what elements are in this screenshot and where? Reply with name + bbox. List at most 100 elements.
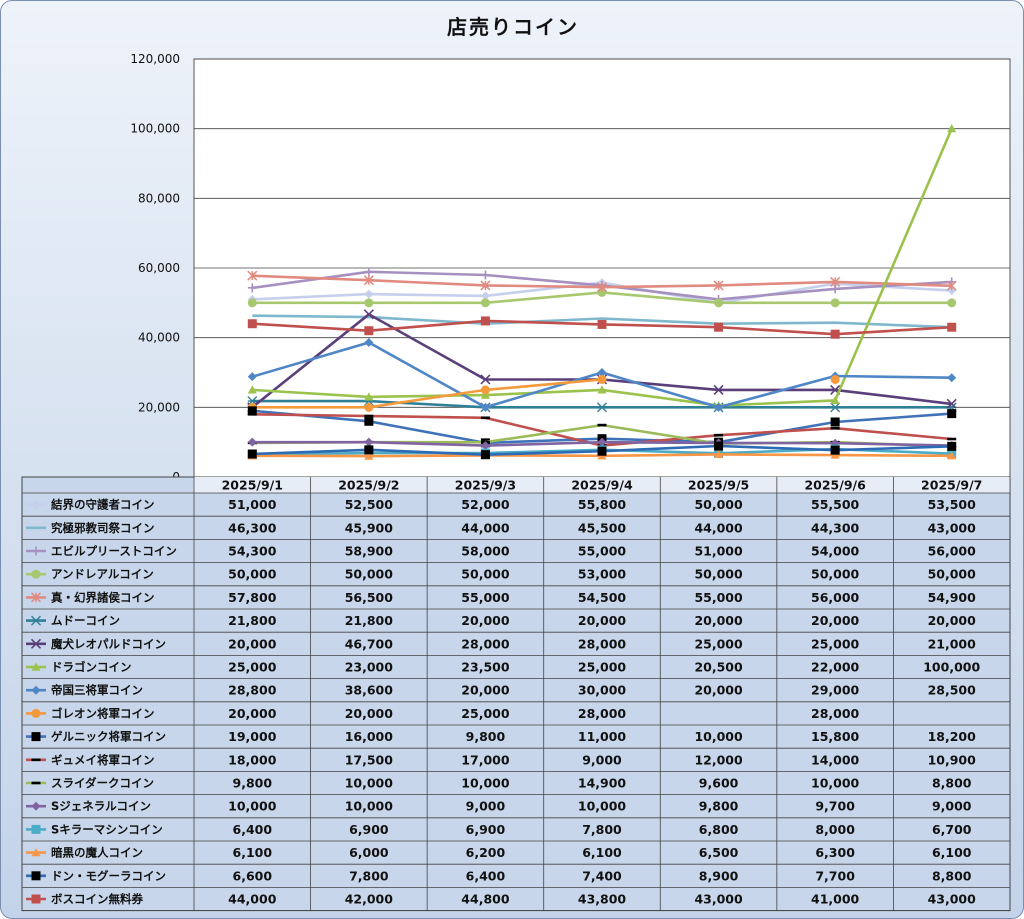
- series-name: 結界の守護者コイン: [51, 498, 155, 512]
- data-label: 56,000: [928, 544, 977, 559]
- data-label: 55,500: [811, 497, 860, 512]
- data-point: [830, 374, 840, 384]
- series-lines: [247, 124, 957, 460]
- data-point: [31, 500, 41, 510]
- data-label: 7,800: [349, 868, 389, 883]
- table-row: 結界の守護者コイン 51,000 52,500 52,000 55,800 50,000 5…: [26, 497, 976, 512]
- x-category-label: 2025/9/7: [921, 478, 982, 493]
- x-category-label: 2025/9/3: [455, 478, 516, 493]
- data-point: [830, 276, 841, 287]
- data-label: 20,000: [228, 636, 277, 651]
- data-point: [31, 546, 41, 556]
- data-label: 10,000: [694, 729, 743, 744]
- data-point: [480, 416, 490, 420]
- data-label: 51,000: [228, 497, 277, 512]
- data-label: 22,000: [811, 660, 860, 675]
- data-label: 42,000: [345, 892, 394, 907]
- data-label: 20,000: [345, 706, 394, 721]
- data-label: 28,000: [578, 636, 627, 651]
- data-label: 25,000: [578, 660, 627, 675]
- data-label: 23,000: [345, 660, 394, 675]
- data-label: 28,000: [461, 636, 510, 651]
- data-point: [31, 801, 41, 811]
- y-tick-label: 20,000: [138, 400, 180, 414]
- data-label: 54,500: [578, 590, 627, 605]
- data-point: [597, 374, 607, 384]
- data-point: [364, 326, 374, 336]
- x-category-label: 2025/9/1: [222, 478, 283, 493]
- data-label: 28,000: [578, 706, 627, 721]
- table-row: アンドレアルコイン 50,000 50,000 50,000 53,000 50,000 5…: [26, 567, 976, 582]
- data-point: [247, 298, 257, 308]
- data-label: 50,000: [345, 567, 394, 582]
- data-label: 6,800: [699, 822, 739, 837]
- data-point: [480, 316, 490, 326]
- data-point: [714, 441, 724, 451]
- data-label: 57,800: [228, 590, 277, 605]
- data-label: 20,000: [811, 613, 860, 628]
- data-label: 56,500: [345, 590, 394, 605]
- data-point: [946, 280, 957, 291]
- data-label: 28,800: [228, 683, 277, 698]
- series-name: ゲルニック将軍コイン: [51, 730, 166, 744]
- data-point: [597, 385, 607, 394]
- data-label: 6,700: [932, 822, 972, 837]
- y-tick-label: 80,000: [138, 191, 180, 205]
- table-row: 究極邪教司祭コイン 46,300 45,900 44,000 45,500 44,000 4…: [26, 520, 976, 535]
- data-point: [830, 417, 840, 427]
- data-label: 6,400: [233, 822, 273, 837]
- series-5: [247, 270, 957, 293]
- series-name: Sキラーマシンコイン: [51, 822, 163, 836]
- table-row: ゴレオン将軍コイン 20,000 20,000 25,000 28,000 28,000: [26, 706, 860, 721]
- data-point: [364, 267, 374, 277]
- data-point: [480, 450, 490, 460]
- data-label: 6,900: [466, 822, 506, 837]
- table-row: 魔犬レオパルドコイン 20,000 46,700 28,000 28,000 25,000…: [26, 636, 976, 651]
- data-point: [597, 368, 607, 377]
- data-label: 20,000: [578, 613, 627, 628]
- data-label: 7,400: [582, 868, 622, 883]
- data-label: 15,800: [811, 729, 860, 744]
- table-row: Sジェネラルコイン 10,000 10,000 9,000 10,000 9,800 9,7…: [26, 799, 972, 814]
- data-label: 20,000: [928, 613, 977, 628]
- data-label: 8,000: [815, 822, 855, 837]
- series-17: [247, 441, 957, 460]
- series-name: ボスコイン無料券: [51, 892, 143, 906]
- data-label: 8,900: [699, 868, 739, 883]
- table-row: ボスコイン無料券 44,000 42,000 44,800 43,800 43,000 41…: [26, 892, 976, 907]
- data-label: 25,000: [694, 636, 743, 651]
- data-label: 41,000: [811, 892, 860, 907]
- data-label: 20,000: [461, 613, 510, 628]
- data-point: [364, 402, 374, 412]
- data-point: [714, 433, 724, 437]
- data-label: 7,800: [582, 822, 622, 837]
- data-point: [31, 781, 41, 785]
- data-point: [364, 445, 374, 455]
- data-label: 38,600: [345, 683, 394, 698]
- data-point: [947, 322, 957, 332]
- data-point: [597, 423, 607, 427]
- data-point: [713, 280, 724, 291]
- data-point: [830, 445, 840, 455]
- data-label: 20,000: [461, 683, 510, 698]
- data-point: [31, 685, 41, 695]
- data-label: 53,000: [578, 567, 627, 582]
- data-label: 10,000: [345, 799, 394, 814]
- data-label: 20,500: [694, 660, 743, 675]
- data-label: 10,000: [461, 776, 510, 791]
- data-point: [247, 372, 257, 382]
- y-tick-label: 120,000: [130, 52, 180, 66]
- data-label: 9,000: [466, 799, 506, 814]
- data-label: 9,800: [699, 799, 739, 814]
- data-label: 50,000: [694, 567, 743, 582]
- data-label: 8,800: [932, 776, 972, 791]
- series-name: 暗黒の魔人コイン: [51, 846, 143, 860]
- x-category-label: 2025/9/4: [571, 478, 633, 493]
- data-point: [480, 270, 490, 280]
- data-label: 21,800: [228, 613, 277, 628]
- table-row: 暗黒の魔人コイン 6,100 6,000 6,200 6,100 6,500 6,300 6,…: [26, 845, 972, 860]
- data-label: 16,000: [345, 729, 394, 744]
- data-label: 29,000: [811, 683, 860, 698]
- data-point: [947, 298, 957, 308]
